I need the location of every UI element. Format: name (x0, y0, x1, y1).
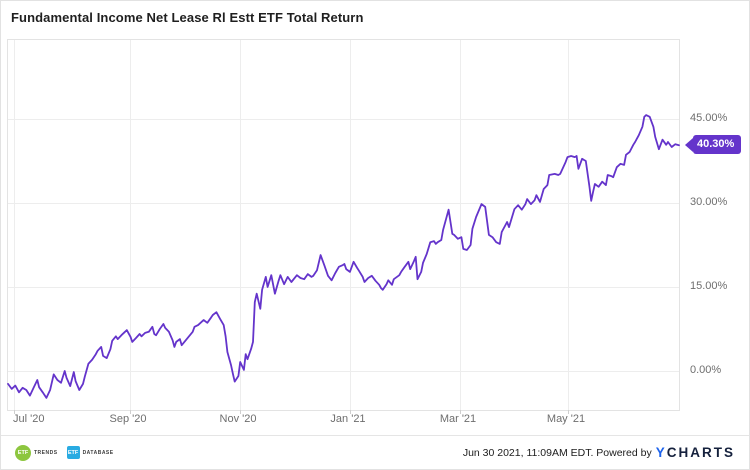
y-axis-label-0: 0.00% (690, 364, 722, 376)
gridline-horizontal-30 (8, 203, 679, 204)
etf-database-label: DATABASE (82, 449, 114, 456)
x-axis-label-may21: May '21 (546, 413, 586, 425)
x-axis-tick (568, 410, 569, 414)
badge-arrow-icon (685, 137, 693, 152)
etf-trends-icon: ETF (15, 444, 31, 461)
timestamp-area: Jun 30 2021, 11:09AM EDT. Powered by Y C… (463, 445, 735, 460)
gridline-vertical-jul20 (14, 40, 15, 410)
etf-database-logo: ETF DATABASE (66, 446, 114, 459)
x-axis-tick (240, 410, 241, 414)
chart-title: Fundamental Income Net Lease Rl Estt ETF… (11, 10, 364, 25)
footer-logos: ETF TRENDS ETF DATABASE (15, 444, 114, 461)
y-axis-label-45: 45.00% (690, 112, 728, 124)
gridline-horizontal-0 (8, 371, 679, 372)
gridline-vertical-sep20 (130, 40, 131, 410)
timestamp: Jun 30 2021, 11:09AM EDT. Powered by (462, 446, 652, 459)
gridline-vertical-mar21 (460, 40, 461, 410)
plot-area[interactable] (7, 39, 680, 414)
badge-value: 40.30% (693, 135, 742, 154)
gridline-vertical-jan21 (350, 40, 351, 410)
x-axis-label-nov20: Nov '20 (219, 413, 257, 425)
last-value-badge: 40.30% (685, 135, 742, 154)
footer: ETF TRENDS ETF DATABASE Jun 30 2021, 11:… (1, 435, 749, 469)
gridline-horizontal-15 (8, 287, 679, 288)
total-return-line (7, 114, 680, 399)
x-axis-label-mar21: Mar '21 (439, 413, 477, 425)
x-axis-tick (130, 410, 131, 414)
y-axis-label-15: 15.00% (690, 280, 728, 292)
etf-database-icon: ETF (66, 446, 80, 459)
x-axis-tick (14, 410, 15, 414)
x-axis-label-sep20: Sep '20 (109, 413, 147, 425)
gridline-vertical-nov20 (240, 40, 241, 410)
ycharts-y: Y (655, 445, 667, 460)
total-return-line-svg (7, 114, 680, 399)
x-axis-tick (460, 410, 461, 414)
x-axis-tick (350, 410, 351, 414)
ycharts-charts: CHARTS (666, 445, 735, 460)
x-axis-label-jan21: Jan '21 (330, 413, 366, 425)
gridline-horizontal-45 (8, 119, 679, 120)
x-axis-label-jul20: Jul '20 (13, 413, 45, 425)
y-axis-label-30: 30.00% (690, 196, 728, 208)
etf-trends-label: TRENDS (34, 449, 58, 456)
etf-trends-logo: ETF TRENDS (15, 444, 58, 461)
ycharts-logo: Y CHARTS (656, 445, 735, 460)
gridline-vertical-may21 (568, 40, 569, 410)
